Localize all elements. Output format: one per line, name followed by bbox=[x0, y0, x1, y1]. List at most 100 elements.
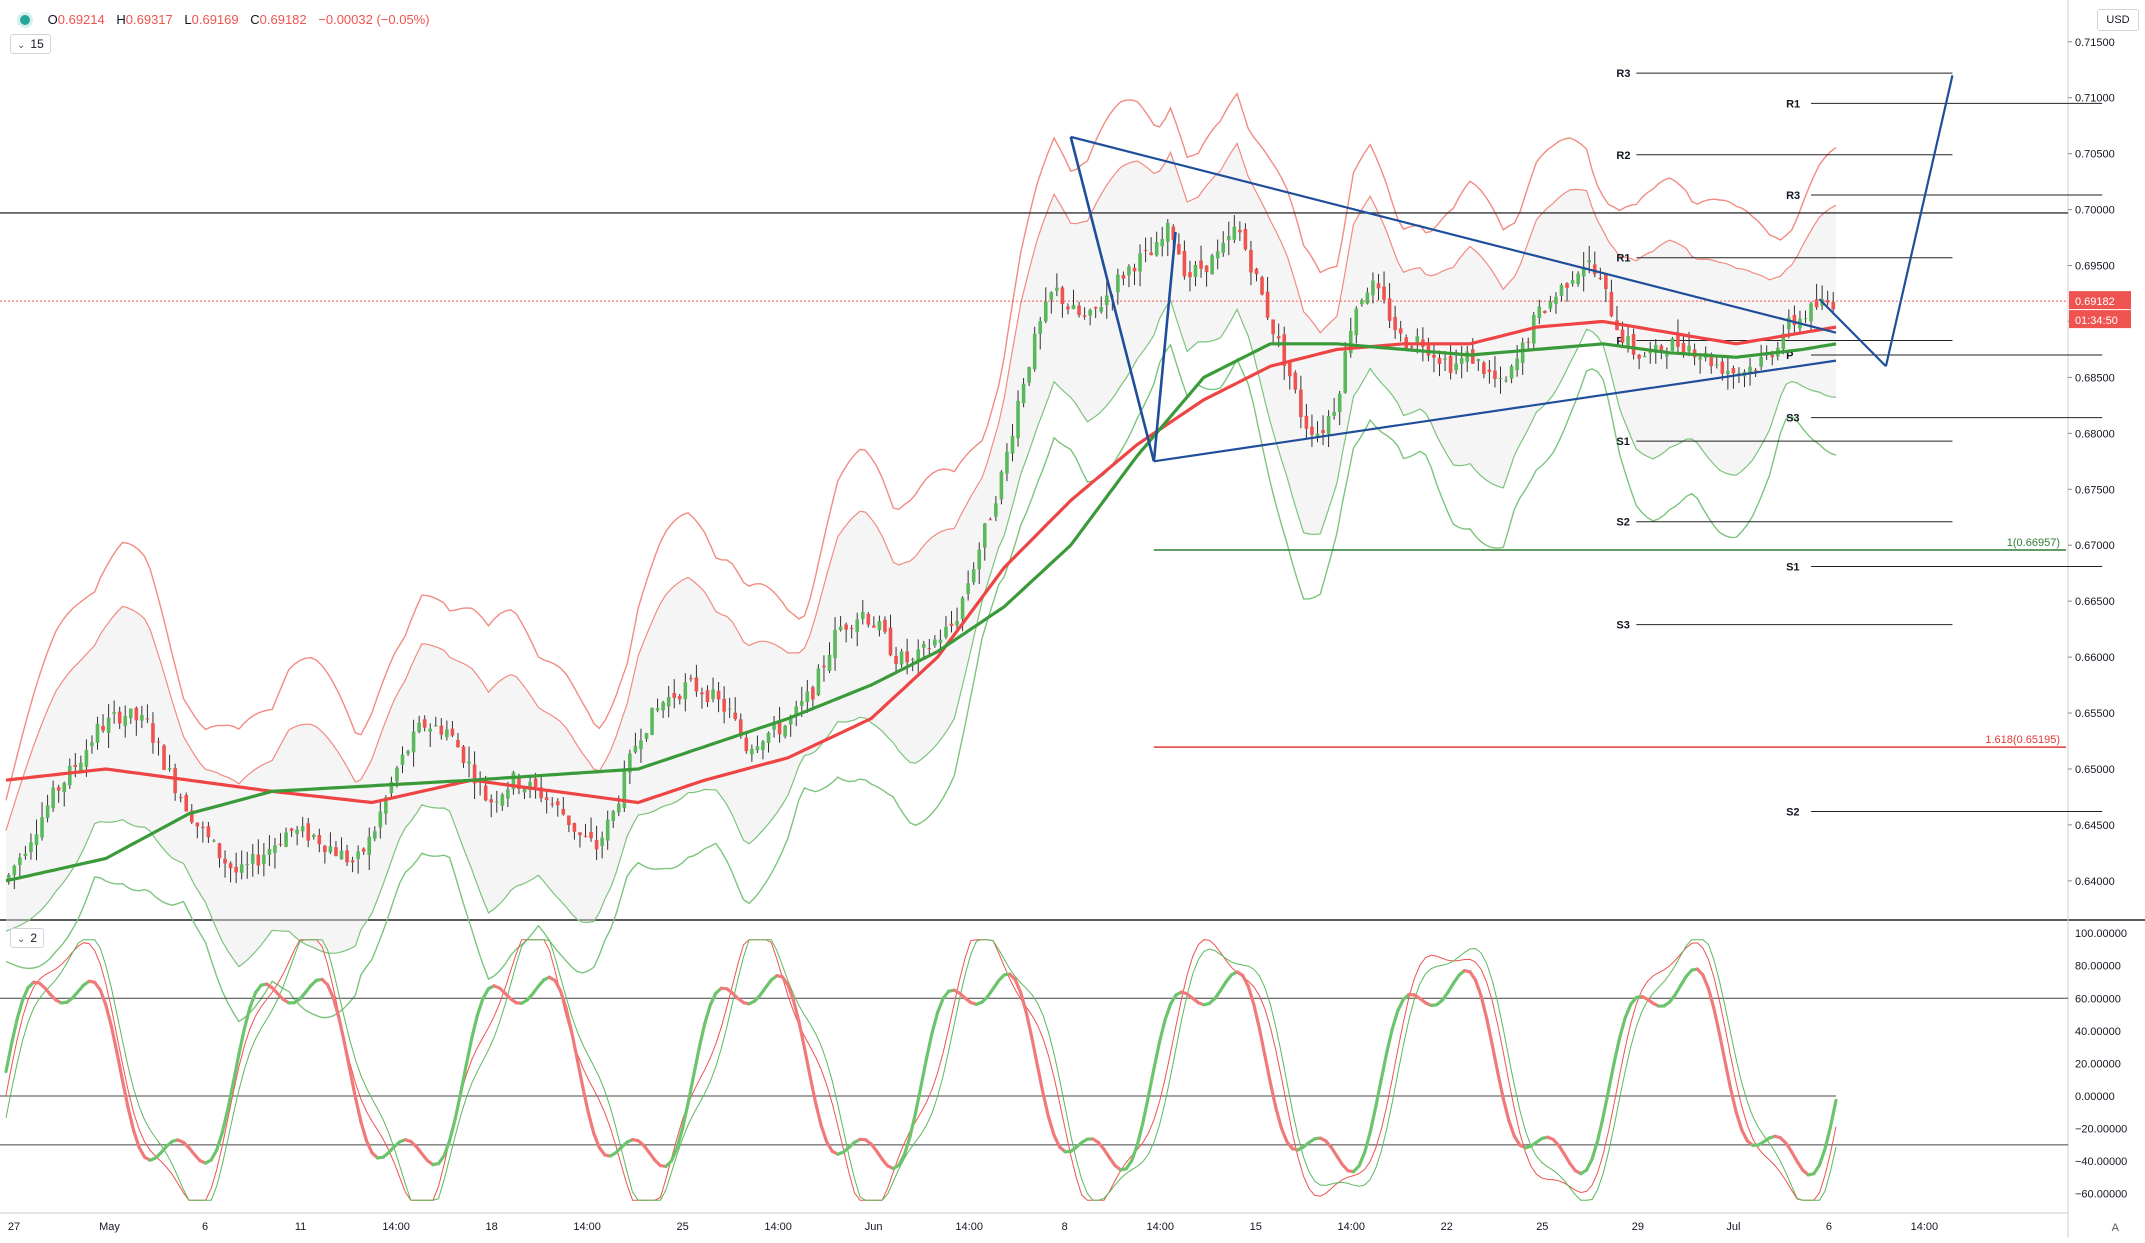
candle-body bbox=[650, 708, 654, 735]
pivot-a-label: S3 bbox=[1616, 620, 1629, 632]
candle-body bbox=[567, 815, 571, 825]
candle-body bbox=[889, 628, 893, 656]
candle-body bbox=[334, 847, 338, 856]
price-axis-label: 0.66500 bbox=[2075, 596, 2115, 608]
candle-body bbox=[1166, 223, 1170, 242]
candle-body bbox=[1366, 293, 1370, 304]
candle-body bbox=[489, 799, 493, 802]
candle-body bbox=[733, 713, 737, 719]
candle-body bbox=[850, 628, 854, 629]
candle-body bbox=[1177, 244, 1181, 254]
candle-body bbox=[179, 797, 183, 798]
candle-body bbox=[1676, 334, 1680, 347]
candle-body bbox=[1183, 251, 1187, 276]
candle-body bbox=[1088, 310, 1092, 316]
candle-body bbox=[822, 666, 826, 667]
candle-body bbox=[57, 787, 61, 790]
candle-body bbox=[661, 702, 665, 710]
candle-body bbox=[1027, 367, 1031, 383]
candle-body bbox=[900, 651, 904, 664]
candle-body bbox=[1632, 334, 1636, 355]
pivot-b-label: R1 bbox=[1786, 98, 1800, 110]
candle-body bbox=[135, 708, 139, 720]
time-axis-label: 14:00 bbox=[1338, 1221, 1366, 1233]
candle-body bbox=[24, 854, 28, 857]
candle-body bbox=[667, 697, 671, 707]
time-axis-label: 14:00 bbox=[382, 1221, 410, 1233]
candle-body bbox=[1831, 302, 1835, 309]
candle-body bbox=[700, 693, 704, 695]
time-axis-label: Jun bbox=[865, 1221, 883, 1233]
candle-body bbox=[240, 864, 244, 872]
candle-body bbox=[184, 795, 188, 811]
candle-body bbox=[295, 830, 299, 834]
candle-body bbox=[806, 691, 810, 702]
candle-body bbox=[1637, 355, 1641, 359]
candle-body bbox=[434, 725, 438, 726]
candle-body bbox=[162, 745, 166, 769]
price-axis-label: 0.65500 bbox=[2075, 708, 2115, 720]
candle-body bbox=[611, 811, 615, 821]
candle-body bbox=[273, 845, 277, 853]
candle-body bbox=[1610, 292, 1614, 316]
candle-body bbox=[711, 689, 715, 699]
candle-body bbox=[1271, 320, 1275, 335]
candle-body bbox=[1593, 264, 1597, 274]
currency-button[interactable]: USD bbox=[2097, 9, 2139, 31]
auto-scale-button[interactable]: A bbox=[2112, 1222, 2119, 1234]
candle-body bbox=[989, 519, 993, 520]
candle-body bbox=[445, 729, 449, 737]
candle-body bbox=[728, 709, 732, 710]
candle-body bbox=[944, 627, 948, 637]
candle-body bbox=[96, 724, 100, 743]
candle-body bbox=[767, 733, 771, 743]
candle-body bbox=[129, 709, 133, 719]
candle-body bbox=[994, 503, 998, 516]
close-label: C bbox=[250, 12, 259, 27]
candle-body bbox=[717, 691, 721, 700]
osc-indicator-toggle[interactable]: ⌄2 bbox=[10, 928, 44, 948]
candle-body bbox=[550, 804, 554, 805]
candle-body bbox=[1759, 357, 1763, 367]
candle-body bbox=[1005, 452, 1009, 474]
candle-body bbox=[977, 550, 981, 570]
open-value: 0.69214 bbox=[58, 12, 105, 27]
pivot-a-label: R3 bbox=[1616, 68, 1630, 80]
candle-body bbox=[207, 826, 211, 837]
candle-body bbox=[1665, 354, 1669, 356]
candle-body bbox=[817, 668, 821, 695]
candle-body bbox=[1726, 371, 1730, 374]
candle-body bbox=[257, 855, 261, 866]
candle-body bbox=[1388, 298, 1392, 320]
candle-body bbox=[1510, 366, 1514, 378]
candle-body bbox=[1277, 336, 1281, 338]
candle-body bbox=[883, 620, 887, 632]
candle-body bbox=[1454, 364, 1458, 371]
candle-body bbox=[1477, 359, 1481, 361]
candle-body bbox=[146, 718, 150, 719]
candle-body bbox=[1793, 315, 1797, 325]
price-axis-label: 0.65000 bbox=[2075, 764, 2115, 776]
candle-body bbox=[1188, 272, 1192, 277]
candle-body bbox=[1815, 299, 1819, 307]
main-indicator-toggle[interactable]: ⌄15 bbox=[10, 34, 51, 54]
candle-body bbox=[345, 850, 349, 862]
candle-body bbox=[1493, 371, 1497, 379]
time-axis-label: 14:00 bbox=[573, 1221, 601, 1233]
time-axis-label: 6 bbox=[202, 1221, 208, 1233]
candle-body bbox=[1382, 287, 1386, 300]
time-axis-label: Jul bbox=[1726, 1221, 1740, 1233]
time-axis-label: 25 bbox=[677, 1221, 689, 1233]
low-value: 0.69169 bbox=[192, 12, 239, 27]
oscillator-axis-label: 80.00000 bbox=[2075, 961, 2121, 973]
candle-body bbox=[589, 832, 593, 838]
candle-body bbox=[1538, 307, 1542, 319]
candle-body bbox=[157, 741, 161, 742]
candle-body bbox=[140, 715, 144, 721]
candle-body bbox=[1621, 329, 1625, 342]
candle-body bbox=[1715, 364, 1719, 365]
candle-body bbox=[1144, 250, 1148, 251]
